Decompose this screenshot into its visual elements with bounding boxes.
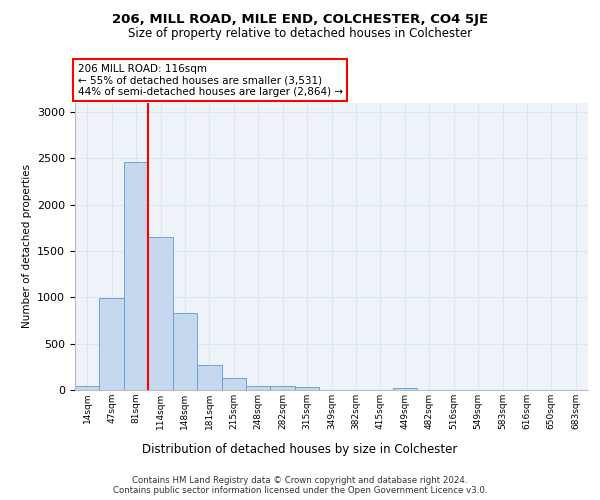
Bar [148,237,173,390]
Bar [75,386,100,390]
Text: Size of property relative to detached houses in Colchester: Size of property relative to detached ho… [128,28,472,40]
Text: Distribution of detached houses by size in Colchester: Distribution of detached houses by size … [142,442,458,456]
Text: 206, MILL ROAD, MILE END, COLCHESTER, CO4 5JE: 206, MILL ROAD, MILE END, COLCHESTER, CO… [112,12,488,26]
Text: Contains public sector information licensed under the Open Government Licence v3: Contains public sector information licen… [113,486,487,495]
Bar [221,378,246,390]
Bar [173,313,197,390]
Text: Contains HM Land Registry data © Crown copyright and database right 2024.: Contains HM Land Registry data © Crown c… [132,476,468,485]
Bar [197,365,221,390]
Bar [246,386,271,390]
Y-axis label: Number of detached properties: Number of detached properties [22,164,32,328]
Bar [271,386,295,390]
Bar [124,162,148,390]
Text: 206 MILL ROAD: 116sqm
← 55% of detached houses are smaller (3,531)
44% of semi-d: 206 MILL ROAD: 116sqm ← 55% of detached … [77,64,343,97]
Bar [392,388,417,390]
Bar [295,387,319,390]
Bar [100,298,124,390]
